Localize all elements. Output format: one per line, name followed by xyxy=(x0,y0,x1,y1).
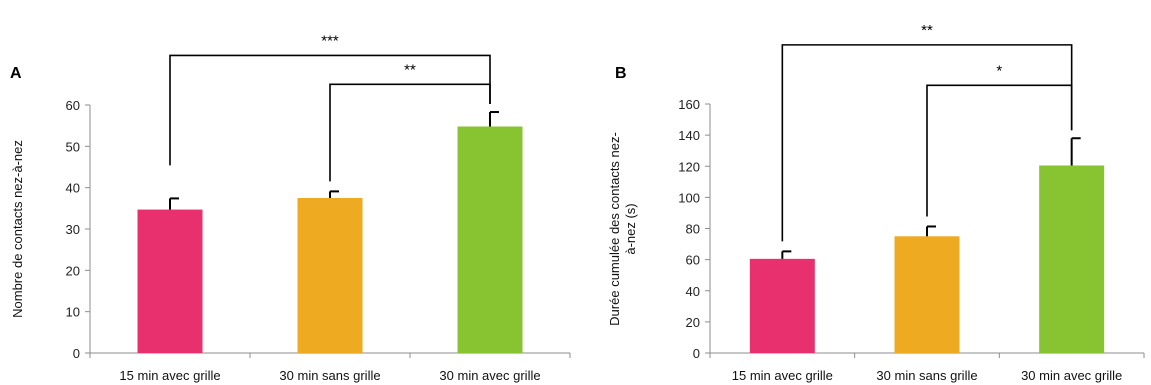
significance-bracket xyxy=(926,84,1073,217)
y-axis-title: Nombre de contacts nez-à-nez xyxy=(10,140,25,318)
y-axis-title: à-nez (s) xyxy=(623,203,638,254)
panel-label: A xyxy=(10,65,22,82)
category-label: 15 min avec grille xyxy=(119,368,220,383)
y-tick-label: 20 xyxy=(66,263,80,278)
significance-bracket xyxy=(169,54,491,166)
category-label: 30 min avec grille xyxy=(1021,368,1122,383)
y-tick-label: 140 xyxy=(678,128,700,143)
y-tick-label: 0 xyxy=(693,346,700,361)
bar-1 xyxy=(137,209,203,353)
significance-label: ** xyxy=(404,61,416,78)
bar-3 xyxy=(457,126,523,353)
panel-label: B xyxy=(615,65,627,82)
y-tick-label: 10 xyxy=(66,305,80,320)
y-tick-label: 20 xyxy=(686,315,700,330)
y-tick-label: 80 xyxy=(686,222,700,237)
significance-label: * xyxy=(996,62,1002,79)
category-label: 15 min avec grille xyxy=(732,368,833,383)
bar-2 xyxy=(894,236,960,353)
category-label: 30 min sans grille xyxy=(279,368,380,383)
y-tick-label: 100 xyxy=(678,190,700,205)
significance-label: *** xyxy=(321,32,339,49)
bar-1 xyxy=(749,258,815,353)
y-tick-label: 50 xyxy=(66,139,80,154)
panel-a: A 0 10 20 30 40 50 60 Nombre de contacts nez-à-n… xyxy=(10,32,571,383)
y-tick-label: 40 xyxy=(66,181,80,196)
bar-3 xyxy=(1039,165,1105,353)
panel-b: B 0 20 40 60 80 100 120 140 160 Durée cumulée des … xyxy=(607,22,1145,383)
category-label: 30 min sans grille xyxy=(876,368,977,383)
y-tick-label: 60 xyxy=(686,253,700,268)
significance-bracket xyxy=(329,83,491,182)
y-tick-label: 60 xyxy=(66,98,80,113)
y-tick-label: 0 xyxy=(73,346,80,361)
y-tick-label: 160 xyxy=(678,97,700,112)
significance-label: ** xyxy=(921,22,933,39)
y-tick-label: 30 xyxy=(66,222,80,237)
category-label: 30 min avec grille xyxy=(439,368,540,383)
y-tick-label: 40 xyxy=(686,284,700,299)
y-axis-title: Durée cumulée des contacts nez- xyxy=(607,132,622,326)
bar-2 xyxy=(297,198,363,353)
y-tick-label: 120 xyxy=(678,159,700,174)
